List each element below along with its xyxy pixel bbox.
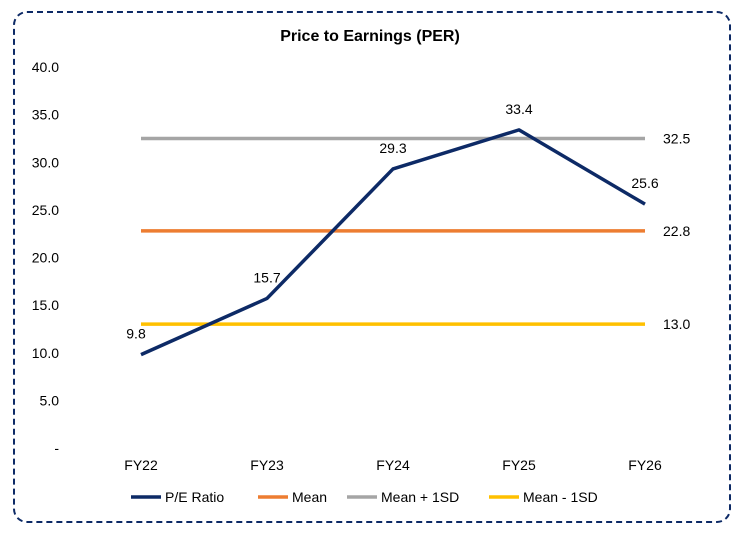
data-label: 25.6 <box>631 175 658 191</box>
data-labels: 22.8 32.5 13.0 9.8 15.7 29.3 33.4 25.6 <box>126 101 690 342</box>
x-tick-label: FY23 <box>250 457 284 473</box>
y-tick-label: - <box>54 440 59 456</box>
y-tick-label: 10.0 <box>32 345 59 361</box>
series-group <box>140 128 646 357</box>
y-tick-label: 35.0 <box>32 107 59 123</box>
data-label: 9.8 <box>126 326 146 342</box>
legend-label: P/E Ratio <box>165 489 224 505</box>
x-tick-label: FY25 <box>502 457 536 473</box>
data-label: 15.7 <box>253 269 280 285</box>
x-tick-label: FY22 <box>124 457 158 473</box>
series-line-p-e-ratio <box>140 128 646 357</box>
y-axis: - 5.0 10.0 15.0 20.0 25.0 30.0 35.0 40.0 <box>32 59 60 456</box>
end-label: 13.0 <box>663 316 690 332</box>
x-tick-label: FY24 <box>376 457 410 473</box>
y-tick-label: 30.0 <box>32 154 59 170</box>
y-tick-label: 40.0 <box>32 59 59 75</box>
legend-label: Mean <box>292 489 327 505</box>
x-tick-label: FY26 <box>628 457 662 473</box>
x-axis: FY22 FY23 FY24 FY25 FY26 <box>124 457 662 473</box>
chart-frame <box>13 11 731 523</box>
data-label: 33.4 <box>505 101 532 117</box>
y-tick-label: 15.0 <box>32 297 59 313</box>
chart-title: Price to Earnings (PER) <box>280 28 460 45</box>
legend: P/E Ratio Mean Mean + 1SD Mean - 1SD <box>131 489 598 505</box>
end-label: 32.5 <box>663 130 690 146</box>
data-label: 29.3 <box>379 140 406 156</box>
legend-label: Mean - 1SD <box>523 489 598 505</box>
y-tick-label: 20.0 <box>32 250 59 266</box>
y-tick-label: 5.0 <box>40 392 60 408</box>
y-tick-label: 25.0 <box>32 202 59 218</box>
legend-label: Mean + 1SD <box>381 489 459 505</box>
end-label: 22.8 <box>663 223 690 239</box>
